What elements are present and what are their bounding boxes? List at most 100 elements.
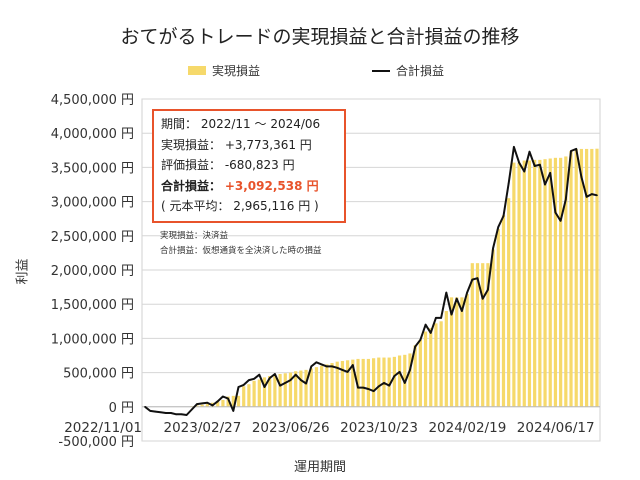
bar — [507, 198, 511, 407]
line-point — [549, 172, 552, 174]
unrealized-value: -680,823 円 — [224, 158, 295, 172]
bar — [579, 148, 584, 407]
line-point — [300, 379, 302, 381]
bar — [465, 293, 469, 407]
y-tick-label: 1,500,000 円 — [51, 298, 134, 313]
line-point — [346, 371, 349, 373]
line-point — [227, 397, 229, 400]
line-point — [196, 403, 198, 405]
bar — [569, 150, 573, 407]
principal-row: ( 元本平均： 2,965,116 円 ) — [161, 199, 319, 213]
line-point — [372, 390, 375, 392]
line-point — [341, 369, 344, 371]
line-point — [211, 404, 214, 407]
bar — [200, 404, 204, 407]
realized-value: +3,773,361 円 — [224, 137, 312, 152]
bar — [590, 148, 594, 407]
bar — [226, 396, 230, 407]
line-point — [476, 277, 479, 280]
unrealized-label: 評価損益： — [161, 158, 222, 172]
bar — [387, 357, 391, 407]
bar — [460, 297, 464, 407]
line-point — [170, 412, 172, 414]
bar — [351, 359, 355, 407]
line-point — [461, 310, 463, 312]
bar — [335, 361, 339, 407]
y-tick-label: 0 円 — [109, 401, 134, 416]
line-point — [237, 386, 240, 388]
bar — [340, 360, 345, 407]
bar — [413, 345, 417, 407]
line-point — [570, 150, 572, 152]
x-tick-label: 2022/11/01 — [64, 420, 142, 436]
realized-label: 実現損益： — [161, 137, 222, 152]
bar — [559, 157, 563, 407]
line-point — [232, 410, 235, 412]
bar — [527, 160, 532, 407]
bar — [481, 263, 485, 407]
line-point — [518, 161, 520, 164]
bar — [257, 379, 261, 407]
unrealized-row: 評価損益： -680,823 円 — [161, 155, 344, 176]
line-point — [471, 278, 474, 281]
period-row: 期間： 2022/11 ～ 2024/06 — [161, 114, 344, 135]
line-point — [435, 317, 437, 319]
bar — [320, 365, 324, 407]
bar — [330, 363, 334, 407]
period-value: 2022/11 ～ 2024/06 — [200, 117, 321, 131]
bar — [517, 162, 521, 407]
x-tick-label: 2023/02/27 — [164, 420, 242, 436]
y-tick-label: 1,000,000 円 — [51, 332, 134, 347]
x-tick-label: 2024/02/19 — [428, 420, 506, 436]
bar — [314, 367, 319, 407]
bar — [252, 380, 256, 407]
bar — [574, 148, 578, 407]
line-point — [513, 146, 515, 148]
bar — [231, 395, 235, 407]
bar — [283, 373, 287, 407]
bar — [595, 148, 599, 407]
line-point — [398, 371, 401, 373]
line-point — [487, 289, 489, 291]
line-point — [414, 345, 416, 348]
line-point — [445, 291, 448, 294]
bar — [522, 160, 526, 407]
bar — [543, 159, 547, 407]
note-realized: 実現損益：決済益 — [160, 231, 229, 241]
bar — [491, 249, 495, 407]
line-point — [274, 373, 276, 375]
bar — [294, 371, 298, 407]
line-point — [377, 385, 380, 388]
line-point — [424, 323, 427, 326]
line-point — [362, 386, 365, 389]
x-tick-label: 2023/06/26 — [252, 420, 330, 436]
bar — [429, 328, 433, 407]
x-tick-label: 2023/10/23 — [340, 420, 418, 436]
bar — [548, 158, 552, 407]
line-point — [279, 384, 281, 387]
line-point — [175, 413, 177, 416]
line-point — [409, 369, 411, 371]
total-label: 合計損益： — [161, 178, 222, 193]
y-tick-label: 4,000,000 円 — [51, 127, 134, 142]
line-point — [326, 365, 328, 368]
line-point — [565, 198, 567, 201]
line-point — [248, 379, 250, 381]
bar — [262, 377, 267, 407]
bar — [304, 369, 308, 407]
bar — [247, 384, 251, 407]
bar — [475, 263, 480, 407]
line-point — [315, 361, 318, 364]
bar — [325, 364, 329, 407]
line-point — [305, 382, 307, 385]
period-label: 期間： — [161, 117, 198, 131]
line-point — [367, 388, 370, 390]
bar — [418, 339, 422, 407]
line-point — [222, 395, 224, 398]
line-point — [253, 377, 255, 380]
total-value: +3,092,538 円 — [224, 178, 319, 193]
line-point — [393, 375, 396, 377]
bar — [444, 311, 448, 407]
line-point — [440, 317, 442, 319]
line-point — [190, 408, 193, 411]
